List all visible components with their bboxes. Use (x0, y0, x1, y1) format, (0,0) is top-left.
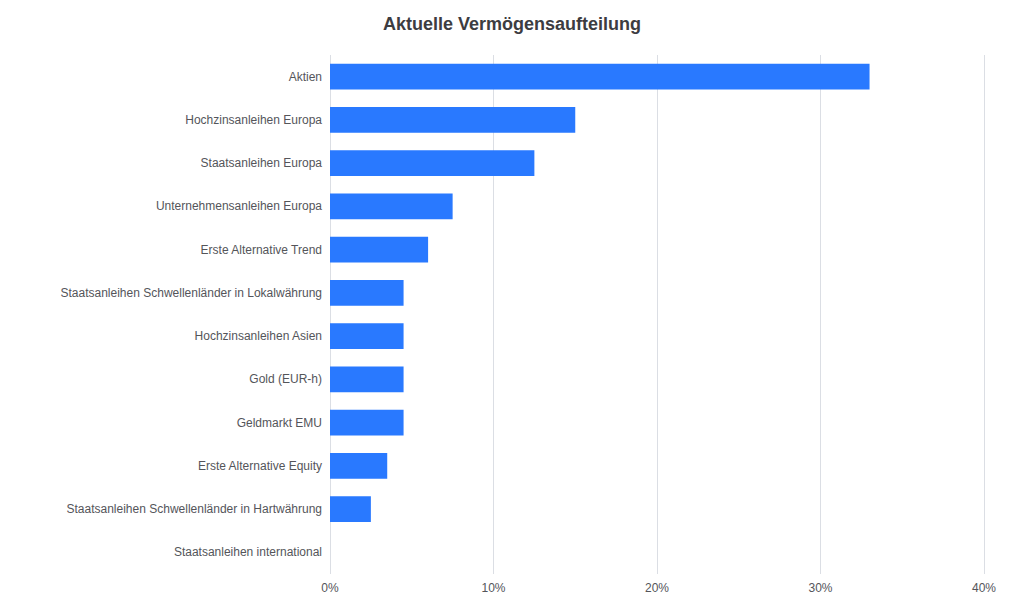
svg-text:Hochzinsanleihen Europa: Hochzinsanleihen Europa (185, 113, 322, 127)
svg-text:Aktuelle Vermögensaufteilung: Aktuelle Vermögensaufteilung (383, 14, 641, 34)
svg-text:Staatsanleihen Schwellenländer: Staatsanleihen Schwellenländer in Hartwä… (67, 502, 323, 516)
svg-text:20%: 20% (645, 581, 669, 595)
svg-text:Gold (EUR-h): Gold (EUR-h) (249, 372, 322, 386)
svg-text:Staatsanleihen Europa: Staatsanleihen Europa (201, 156, 323, 170)
svg-text:Hochzinsanleihen Asien: Hochzinsanleihen Asien (195, 329, 322, 343)
svg-text:Unternehmensanleihen Europa: Unternehmensanleihen Europa (156, 199, 322, 213)
svg-text:Staatsanleihen Schwellenländer: Staatsanleihen Schwellenländer in Lokalw… (60, 286, 322, 300)
svg-text:30%: 30% (808, 581, 832, 595)
svg-text:Geldmarkt EMU: Geldmarkt EMU (237, 416, 322, 430)
svg-text:Erste Alternative Trend: Erste Alternative Trend (201, 243, 322, 257)
svg-text:Staatsanleihen international: Staatsanleihen international (174, 545, 322, 559)
svg-text:Aktien: Aktien (289, 70, 322, 84)
svg-text:Erste Alternative Equity: Erste Alternative Equity (198, 459, 322, 473)
svg-text:10%: 10% (481, 581, 505, 595)
svg-text:40%: 40% (972, 581, 996, 595)
svg-text:0%: 0% (321, 581, 339, 595)
